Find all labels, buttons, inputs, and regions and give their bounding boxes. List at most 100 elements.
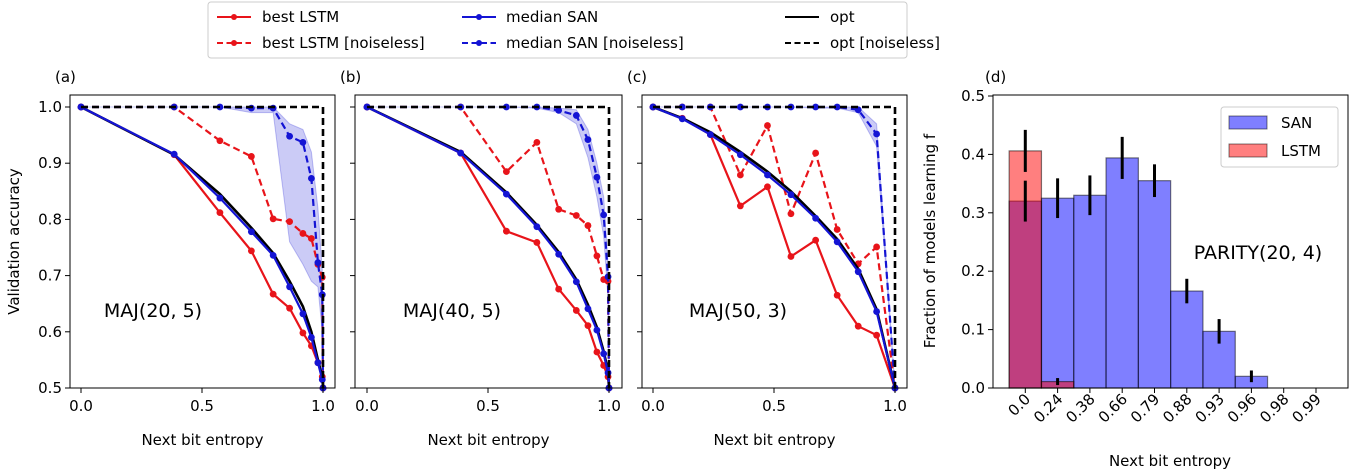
bar [1137, 180, 1172, 389]
data-point [269, 215, 277, 223]
legend-entry: best LSTM [noiseless] [217, 34, 425, 52]
data-point [833, 226, 841, 233]
data-point [764, 122, 771, 129]
series-opt-noiseless- [367, 105, 611, 388]
y-tick-label: 0.9 [38, 154, 62, 172]
data-point [572, 307, 580, 314]
data-point [307, 334, 315, 341]
x-tick-label: 0.5 [476, 397, 500, 415]
series-line [367, 105, 611, 389]
data-point [678, 115, 686, 123]
y-tick-label: 0.1 [961, 321, 985, 339]
x-tick-label: 0.0 [641, 397, 665, 415]
x-axis-label: Next bit entropy [141, 431, 263, 449]
legend-label: median SAN [506, 8, 598, 26]
axes-frame [641, 94, 908, 389]
x-tick-label: 0.93 [1192, 390, 1228, 426]
annotation: MAJ(20, 5) [104, 300, 202, 322]
bar [1105, 157, 1139, 389]
legend: best LSTM best LSTM [noiseless] median SAN… [207, 1, 940, 59]
x-axis-label: Next bit entropy [713, 431, 835, 449]
x-tick-label: 0.99 [1288, 390, 1324, 426]
legend-marker [231, 14, 237, 20]
x-tick-label: 1.0 [883, 397, 907, 415]
bar [1073, 194, 1107, 389]
data-point [812, 214, 820, 222]
data-point [873, 243, 881, 251]
series-line [367, 105, 611, 389]
legend-entry: opt [785, 8, 855, 26]
legend-swatch [1228, 143, 1268, 158]
data-point [584, 136, 592, 143]
data-point [314, 259, 322, 267]
x-tick-label: 0.24 [1030, 390, 1066, 426]
legend-label: best LSTM [262, 8, 339, 26]
legend-swatch [1228, 115, 1268, 130]
data-point [269, 251, 277, 259]
x-tick-label: 0.88 [1159, 390, 1195, 426]
x-tick-label: 0.0 [69, 397, 93, 415]
data-point [873, 130, 881, 138]
y-tick-label: 0.0 [961, 379, 985, 397]
data-point [873, 331, 881, 339]
y-tick-label: 0.7 [38, 267, 62, 285]
data-point [833, 291, 841, 299]
bar [1040, 197, 1075, 389]
data-point [787, 253, 795, 260]
y-tick-label: 0.4 [961, 145, 985, 163]
data-point [555, 205, 563, 213]
y-axis-label: Fraction of models learning f [921, 133, 939, 348]
x-tick-label: 0.0 [355, 397, 379, 415]
series-line [366, 106, 611, 389]
legend-label: LSTM [1281, 142, 1321, 160]
data-point [502, 227, 510, 235]
data-point [678, 103, 686, 111]
legend-frame [207, 1, 908, 59]
x-tick-label: 1.0 [311, 397, 335, 415]
data-point [593, 326, 601, 334]
data-point [247, 153, 255, 160]
series-san [1008, 157, 1269, 389]
y-tick-label: 0.6 [38, 323, 62, 341]
y-tick-label: 0.3 [961, 204, 985, 222]
x-tick-label: 0.96 [1224, 390, 1260, 426]
data-point [533, 223, 541, 231]
data-point [286, 283, 294, 291]
data-point [299, 329, 307, 337]
data-point [314, 359, 322, 367]
data-point [812, 103, 820, 111]
legend-entry: median SAN [462, 8, 598, 26]
series-line [653, 105, 897, 389]
data-point [736, 151, 744, 159]
data-point [706, 131, 714, 138]
x-tick-label: 0.98 [1256, 390, 1292, 426]
data-point [812, 236, 820, 244]
data-point [216, 194, 224, 202]
confidence-band [367, 106, 610, 389]
data-point [584, 322, 592, 330]
y-tick-label: 0.8 [38, 210, 62, 228]
data-point [502, 168, 510, 176]
data-point [812, 149, 820, 157]
annotation: PARITY(20, 4) [1194, 242, 1322, 264]
x-tick-label: 0.38 [1062, 390, 1098, 426]
data-point [555, 250, 563, 258]
data-point [216, 209, 224, 217]
data-point [833, 238, 841, 246]
series-best-lstm [363, 103, 613, 392]
legend-label: median SAN [noiseless] [506, 34, 684, 52]
data-point [593, 348, 601, 356]
x-tick-label: 1.0 [597, 397, 621, 415]
x-axis-label: Next bit entropy [1109, 452, 1231, 470]
data-point [286, 132, 294, 140]
panel-label: (c) [627, 68, 647, 86]
x-tick-label: 0.0 [1005, 390, 1035, 420]
data-point [299, 230, 307, 237]
data-point [787, 191, 795, 199]
panel-label: (d) [985, 68, 1006, 86]
panel-b: (b) 0.0 0.5 1.0 Next bit entropy MAJ(40, 5) [340, 68, 623, 449]
x-tick-label: 0.5 [762, 397, 786, 415]
series-median-san-noiseless- [363, 103, 613, 392]
data-point [533, 139, 541, 146]
bar [1170, 290, 1204, 389]
